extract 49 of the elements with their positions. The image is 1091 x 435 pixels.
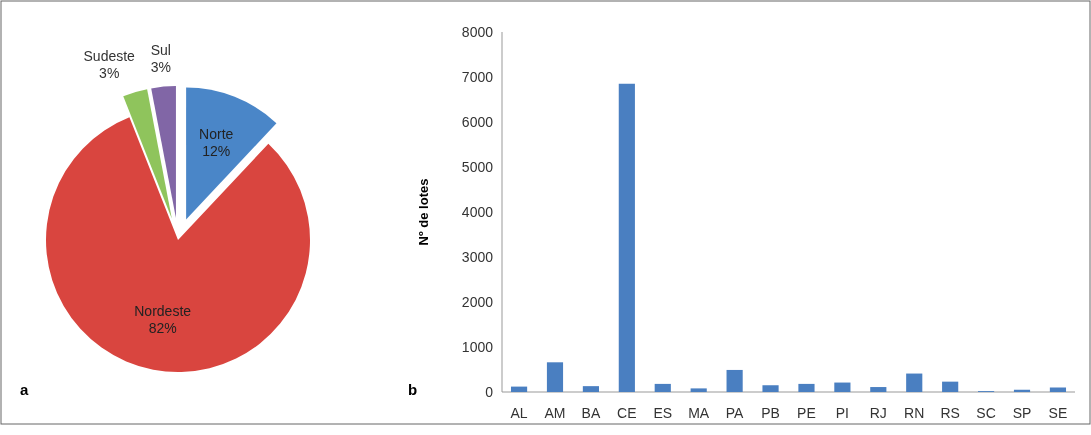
bar xyxy=(798,383,815,392)
data-label: 3% xyxy=(150,58,171,75)
x-tick-label: PE xyxy=(797,405,816,421)
x-tick-label: ES xyxy=(653,405,673,421)
bar xyxy=(834,382,851,392)
x-tick-label: AM xyxy=(544,405,566,421)
bar xyxy=(726,369,743,392)
bar xyxy=(762,385,779,392)
y-tick-label: 1000 xyxy=(461,338,494,355)
bar xyxy=(582,386,599,392)
slice-label: Sul xyxy=(150,41,171,58)
bar xyxy=(906,373,923,392)
x-tick-label: SC xyxy=(976,405,996,421)
x-tick-label: SE xyxy=(1048,405,1068,421)
x-tick-label: BA xyxy=(581,405,601,421)
slice-label: Nordeste xyxy=(134,303,192,320)
x-tick-label: RN xyxy=(904,405,925,421)
data-label: 82% xyxy=(148,320,177,337)
y-tick-label: 0 xyxy=(485,383,494,400)
bar xyxy=(942,381,959,392)
slice-label: Norte xyxy=(199,126,234,143)
data-label: 12% xyxy=(202,143,231,160)
x-tick-label: RJ xyxy=(869,405,887,421)
bar xyxy=(690,388,707,392)
y-tick-label: 2000 xyxy=(461,293,494,310)
x-tick-label: PB xyxy=(761,405,780,421)
data-label: 3% xyxy=(99,65,120,82)
y-tick-label: 6000 xyxy=(461,113,494,130)
y-axis-title: Nº de lotes xyxy=(416,178,431,246)
y-tick-label: 8000 xyxy=(461,23,494,40)
x-tick-label: PI xyxy=(835,405,849,421)
x-tick-label: PA xyxy=(725,405,745,421)
y-tick-label: 3000 xyxy=(461,248,494,265)
x-tick-label: MA xyxy=(688,405,710,421)
bar xyxy=(870,387,887,392)
bar xyxy=(654,383,671,392)
x-tick-label: RS xyxy=(940,405,960,421)
text: b xyxy=(408,381,418,398)
bar xyxy=(618,83,635,392)
x-tick-label: SP xyxy=(1012,405,1032,421)
x-tick-label: AL xyxy=(510,405,528,421)
bar xyxy=(546,362,564,392)
x-tick-label: CE xyxy=(617,405,637,421)
y-tick-label: 7000 xyxy=(461,68,494,85)
bar xyxy=(510,386,528,392)
y-tick-label: 5000 xyxy=(461,158,494,175)
text: a xyxy=(20,381,29,398)
y-tick-label: 4000 xyxy=(461,203,494,220)
slice-label: Sudeste xyxy=(83,48,136,65)
